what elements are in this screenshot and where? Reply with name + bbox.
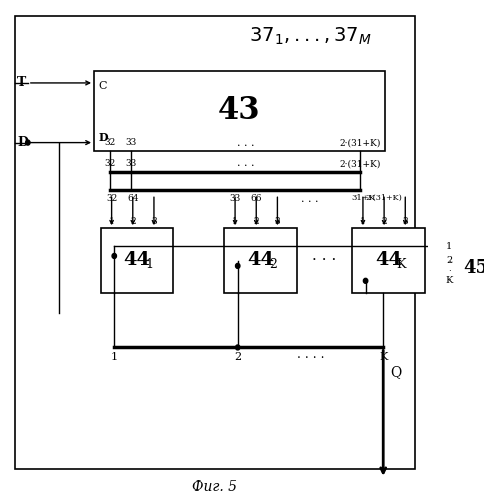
- Text: 3: 3: [403, 217, 408, 226]
- Bar: [94, 71, 385, 151]
- Bar: [225, 228, 297, 293]
- Text: 32: 32: [106, 194, 117, 203]
- Bar: [352, 228, 424, 293]
- Bar: [440, 236, 484, 301]
- Circle shape: [363, 278, 368, 283]
- Text: K: K: [446, 276, 453, 285]
- Text: 1: 1: [232, 217, 238, 226]
- Text: 44: 44: [124, 251, 151, 269]
- Text: 33: 33: [125, 160, 136, 169]
- Text: 43: 43: [218, 95, 261, 126]
- Text: 33: 33: [229, 194, 241, 203]
- Text: ·
·
·: · · ·: [448, 257, 451, 284]
- Text: 45: 45: [463, 259, 484, 277]
- Text: 64: 64: [127, 194, 138, 203]
- Text: 44: 44: [247, 251, 274, 269]
- Bar: [101, 228, 173, 293]
- Text: 1: 1: [446, 242, 453, 250]
- Text: . . .: . . .: [237, 138, 255, 148]
- Text: K: K: [396, 258, 406, 271]
- Text: 3: 3: [151, 217, 157, 226]
- Text: Фиг. 5: Фиг. 5: [192, 480, 237, 494]
- Text: 32: 32: [104, 160, 116, 169]
- Text: 2: 2: [269, 258, 277, 271]
- Text: . . .: . . .: [301, 194, 318, 204]
- Text: · · ·: · · ·: [312, 253, 337, 267]
- Text: $37_1, ..., 37_M$: $37_1, ..., 37_M$: [249, 25, 371, 47]
- Circle shape: [112, 253, 117, 258]
- Text: 2·(31+K): 2·(31+K): [340, 138, 381, 147]
- Circle shape: [236, 345, 240, 350]
- Text: 2: 2: [446, 256, 453, 265]
- Text: 2·(31+K): 2·(31+K): [340, 160, 381, 169]
- Text: . . .: . . .: [237, 159, 255, 169]
- Text: 31+K: 31+K: [351, 194, 375, 202]
- Circle shape: [26, 140, 30, 145]
- Text: 1: 1: [111, 352, 118, 362]
- Text: 2: 2: [381, 217, 387, 226]
- Text: 44: 44: [375, 251, 402, 269]
- Text: Q: Q: [390, 365, 402, 379]
- Text: D: D: [17, 136, 28, 149]
- Text: 1: 1: [360, 217, 366, 226]
- Text: K: K: [379, 352, 387, 362]
- Text: 3: 3: [274, 217, 280, 226]
- Text: 2: 2: [130, 217, 136, 226]
- Text: · · · ·: · · · ·: [297, 352, 324, 365]
- Text: 66: 66: [251, 194, 262, 203]
- Text: D: D: [98, 132, 108, 143]
- Text: 2: 2: [234, 352, 242, 362]
- Text: 2·(31+K): 2·(31+K): [366, 194, 403, 202]
- Text: T: T: [17, 76, 27, 89]
- Text: 1: 1: [146, 258, 153, 271]
- Text: C: C: [98, 81, 107, 91]
- Text: 2: 2: [254, 217, 259, 226]
- Text: 33: 33: [125, 138, 136, 147]
- Text: 1: 1: [109, 217, 115, 226]
- Text: 32: 32: [104, 138, 116, 147]
- Circle shape: [236, 263, 240, 268]
